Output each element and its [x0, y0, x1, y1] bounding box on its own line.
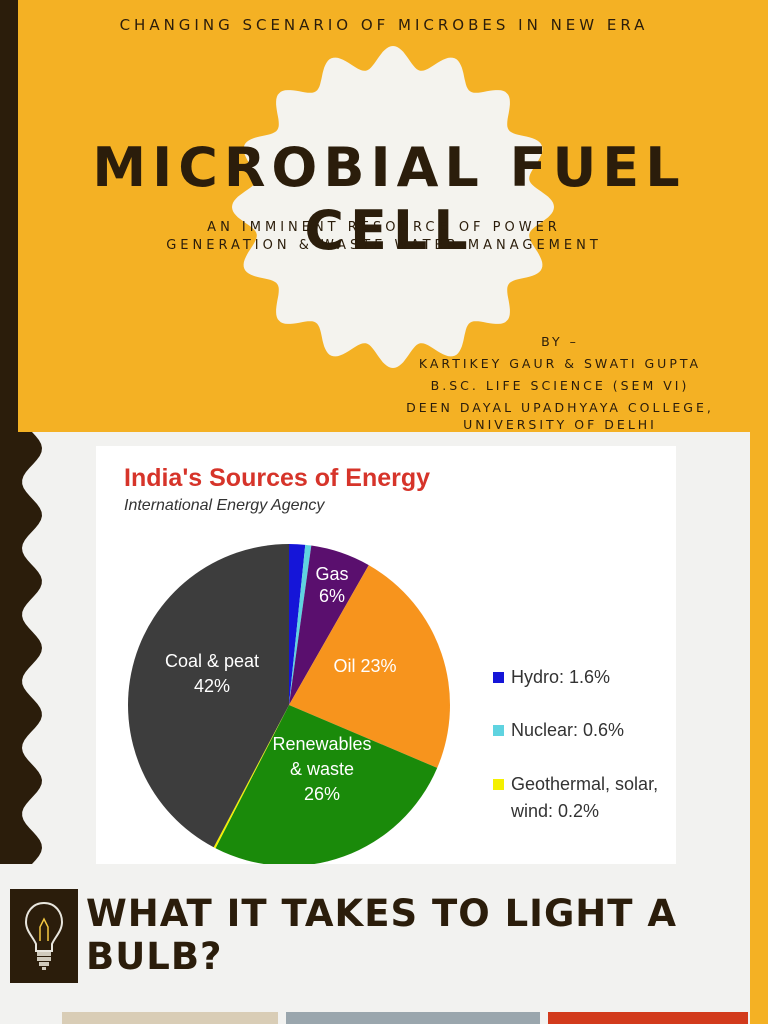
slice-label-renewables: 26%	[304, 784, 340, 804]
pie-slice-renewables-waste	[215, 705, 438, 864]
right-accent-strip	[750, 432, 768, 864]
tagline-line-2: GENERATION & WASTE WATER MANAGEMENT	[166, 238, 602, 253]
image-thumbnail-3	[548, 1012, 748, 1024]
legend-label: Nuclear: 0.6%	[511, 720, 624, 740]
legend: Hydro: 1.6% Nuclear: 0.6% Geothermal, sola…	[493, 667, 658, 821]
authors: KARTIKEY GAUR & SWATI GUPTA	[418, 356, 702, 371]
slide-header: CHANGING SCENARIO OF MICROBES IN NEW ERA	[119, 16, 649, 34]
image-thumbnail-2	[286, 1012, 540, 1024]
image-thumbnail-1	[62, 1012, 278, 1024]
chart-title: India's Sources of Energy	[124, 464, 430, 492]
legend-swatch	[493, 672, 504, 683]
legend-label: Geothermal, solar,	[511, 774, 658, 794]
slide-heading: WHAT IT TAKES TO LIGHT A BULB?	[86, 892, 678, 978]
light-bulb-icon	[24, 901, 64, 970]
slice-label-oil: Oil 23%	[333, 656, 396, 676]
slide-title: MICROBIAL FUEL CELL	[92, 136, 686, 262]
slice-label-renewables: & waste	[290, 759, 354, 779]
by-label: BY –	[541, 334, 579, 349]
left-accent-bar	[0, 0, 18, 432]
scalloped-badge-shape	[232, 46, 554, 368]
college: DEEN DAYAL UPADHYAYA COLLEGE,	[406, 400, 714, 415]
slice-label-gas: Gas	[315, 564, 348, 584]
university: UNIVERSITY OF DELHI	[463, 417, 657, 432]
course: B.SC. LIFE SCIENCE (SEM VI)	[430, 378, 690, 393]
pie-slice-coal-peat	[128, 544, 289, 848]
pie-slice-geothermal-solar-wind	[213, 705, 289, 849]
pie-chart: India's Sources of Energy International …	[124, 464, 658, 864]
slice-label-coal: Coal & peat	[165, 651, 259, 671]
energy-chart-slide: India's Sources of Energy International …	[0, 432, 768, 864]
legend-label: Hydro: 1.6%	[511, 667, 610, 687]
chart-subtitle: International Energy Agency	[124, 497, 325, 514]
bulb-thumbnail	[10, 889, 78, 983]
wavy-left-border	[0, 432, 42, 864]
bulb-slide: WHAT IT TAKES TO LIGHT A BULB?	[0, 864, 768, 1024]
right-accent-strip	[750, 864, 768, 1024]
pie-slice-oil	[289, 565, 450, 768]
pie-slice-gas	[289, 545, 369, 705]
legend-label: wind: 0.2%	[510, 801, 599, 821]
pie-slice-nuclear	[289, 544, 312, 705]
pie-slices	[128, 544, 450, 864]
title-slide: CHANGING SCENARIO OF MICROBES IN NEW ERA…	[0, 0, 768, 432]
legend-swatch	[493, 779, 504, 790]
pie-slice-hydro	[289, 544, 306, 705]
slice-label-coal: 42%	[194, 676, 230, 696]
slice-label-renewables: Renewables	[272, 734, 371, 754]
tagline-line-1: AN IMMINENT RESOURCE OF POWER	[207, 220, 561, 235]
legend-swatch	[493, 725, 504, 736]
chart-panel: India's Sources of Energy International …	[96, 446, 676, 864]
slice-label-gas: 6%	[319, 586, 345, 606]
